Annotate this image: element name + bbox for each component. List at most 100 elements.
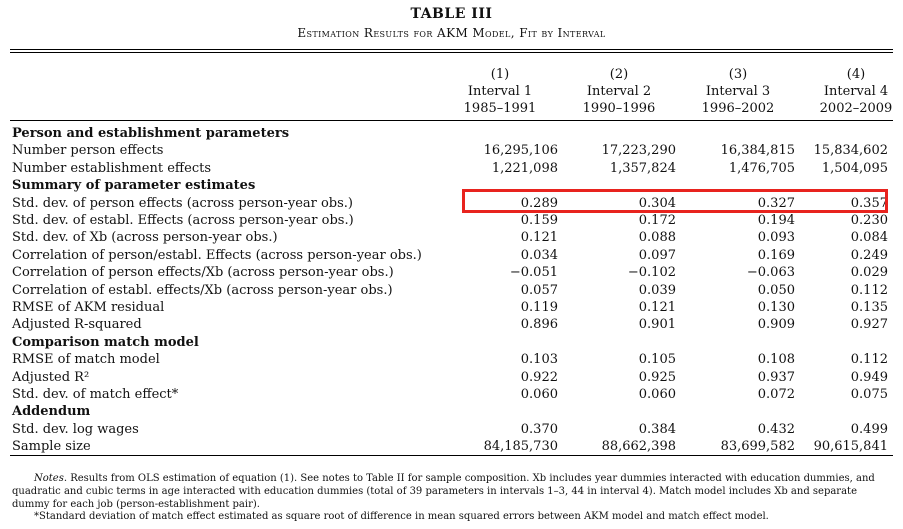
cell-interval-4: 0.075 xyxy=(850,387,888,402)
table-row: Adjusted R-squared 0.896 0.901 0.909 0.927 xyxy=(12,316,890,333)
table-notes: Notes. Results from OLS estimation of eq… xyxy=(12,472,892,511)
column-number: (4) xyxy=(846,67,866,82)
cell-interval-4: 90,615,841 xyxy=(813,439,888,455)
column-name: Interval 4 xyxy=(823,84,889,99)
cell-interval-4: 0.249 xyxy=(850,247,888,263)
row-label: Adjusted R² xyxy=(12,369,90,385)
column-header-1: (1) Interval 1 1985–1991 xyxy=(450,66,550,117)
cell-interval-2: 0.060 xyxy=(638,387,676,402)
column-number: (1) xyxy=(490,67,510,82)
cell-interval-2: 0.105 xyxy=(638,352,676,368)
cell-interval-1: 0.289 xyxy=(520,195,558,211)
cell-interval-3: 0.072 xyxy=(757,387,795,402)
cell-interval-2: 1,357,824 xyxy=(609,160,676,176)
column-header-4: (4) Interval 4 2002–2009 xyxy=(806,66,903,117)
row-label: Std. dev. of person effects (across pers… xyxy=(12,195,354,211)
cell-interval-1: −0.051 xyxy=(509,265,558,281)
cell-interval-3: 0.432 xyxy=(757,421,795,437)
cell-interval-1: 0.896 xyxy=(520,317,558,333)
column-header-2: (2) Interval 2 1990–1996 xyxy=(569,66,669,117)
table-row: Number person effects 16,295,106 17,223,29… xyxy=(12,142,890,159)
table-caption: Estimation Results for AKM Model, Fit by… xyxy=(297,26,606,40)
table-row: RMSE of AKM residual 0.119 0.121 0.130 0.135 xyxy=(12,299,890,316)
cell-interval-1: 0.060 xyxy=(520,387,558,402)
column-name: Interval 3 xyxy=(705,84,771,99)
table-row: Std. dev. of match effect* 0.060 0.060 0.07… xyxy=(12,386,890,403)
cell-interval-3: 0.937 xyxy=(757,369,795,385)
cell-interval-2: 17,223,290 xyxy=(601,143,676,159)
cell-interval-2: 0.097 xyxy=(638,247,676,263)
column-years: 1990–1996 xyxy=(582,101,656,116)
table-row: Std. dev. log wages 0.370 0.384 0.432 0.499 xyxy=(12,421,890,438)
cell-interval-2: 0.925 xyxy=(638,369,676,385)
cell-interval-2: 0.304 xyxy=(638,195,676,211)
cell-interval-3: 1,476,705 xyxy=(728,160,795,176)
section-heading: Person and establishment parameters xyxy=(12,126,290,141)
top-rule-double xyxy=(10,52,893,53)
top-rule xyxy=(10,49,893,50)
notes-text: Results from OLS estimation of equation … xyxy=(12,473,875,510)
cell-interval-4: 0.357 xyxy=(850,195,888,211)
row-label: Adjusted R-squared xyxy=(12,317,142,333)
row-label: RMSE of match model xyxy=(12,352,160,368)
cell-interval-2: 88,662,398 xyxy=(601,439,676,455)
table-row: Adjusted R² 0.922 0.925 0.937 0.949 xyxy=(12,369,890,386)
cell-interval-1: 0.057 xyxy=(520,282,558,298)
cell-interval-4: 1,504,095 xyxy=(821,160,888,176)
section-heading-row: Summary of parameter estimates xyxy=(12,177,890,194)
row-label: Number person effects xyxy=(12,143,164,159)
cell-interval-3: 83,699,582 xyxy=(720,439,795,455)
cell-interval-1: 1,221,098 xyxy=(491,160,558,176)
column-number: (2) xyxy=(609,67,629,82)
cell-interval-2: −0.102 xyxy=(627,265,676,281)
cell-interval-3: 0.194 xyxy=(757,213,795,228)
table-footnote: *Standard deviation of match effect esti… xyxy=(34,511,769,522)
table-row: Number establishment effects 1,221,098 1,3… xyxy=(12,160,890,177)
cell-interval-2: 0.088 xyxy=(638,230,676,246)
table-row: Std. dev. of person effects (across pers… xyxy=(12,195,890,212)
cell-interval-4: 0.135 xyxy=(850,300,888,315)
cell-interval-2: 0.121 xyxy=(638,300,676,315)
cell-interval-1: 0.034 xyxy=(520,247,558,263)
table-row: Std. dev. of Xb (across person-year obs.… xyxy=(12,229,890,246)
table-row: Correlation of person/establ. Effects (a… xyxy=(12,247,890,264)
table-row: Std. dev. of establ. Effects (across per… xyxy=(12,212,890,229)
notes-label: Notes. xyxy=(34,473,68,484)
cell-interval-1: 0.159 xyxy=(520,213,558,228)
cell-interval-2: 0.901 xyxy=(638,317,676,333)
cell-interval-1: 16,295,106 xyxy=(483,143,558,159)
cell-interval-4: 15,834,602 xyxy=(813,143,888,159)
row-label: Std. dev. of establ. Effects (across per… xyxy=(12,213,354,228)
cell-interval-1: 0.370 xyxy=(520,421,558,437)
cell-interval-2: 0.384 xyxy=(638,421,676,437)
row-label: Sample size xyxy=(12,439,91,455)
cell-interval-4: 0.230 xyxy=(850,213,888,228)
cell-interval-1: 0.922 xyxy=(520,369,558,385)
cell-interval-3: 0.909 xyxy=(757,317,795,333)
cell-interval-4: 0.927 xyxy=(850,317,888,333)
row-label: Correlation of establ. effects/Xb (acros… xyxy=(12,282,393,298)
cell-interval-1: 0.119 xyxy=(520,300,558,315)
cell-interval-3: 0.327 xyxy=(757,195,795,211)
row-label: Std. dev. of Xb (across person-year obs.… xyxy=(12,230,278,246)
row-label: RMSE of AKM residual xyxy=(12,300,165,315)
section-heading-row: Comparison match model xyxy=(12,334,890,351)
cell-interval-4: 0.084 xyxy=(850,230,888,246)
cell-interval-3: 0.169 xyxy=(757,247,795,263)
table-row: RMSE of match model 0.103 0.105 0.108 0.112 xyxy=(12,351,890,368)
bottom-rule xyxy=(10,455,893,456)
section-heading-row: Addendum xyxy=(12,403,890,420)
column-years: 1996–2002 xyxy=(701,101,775,116)
table-row: Correlation of person effects/Xb (across… xyxy=(12,264,890,281)
column-years: 2002–2009 xyxy=(819,101,893,116)
cell-interval-4: 0.112 xyxy=(850,352,888,368)
cell-interval-1: 0.121 xyxy=(520,230,558,246)
cell-interval-3: 0.093 xyxy=(757,230,795,246)
highlight-box xyxy=(462,189,888,213)
cell-interval-1: 0.103 xyxy=(520,352,558,368)
cell-interval-2: 0.039 xyxy=(638,282,676,298)
cell-interval-4: 0.949 xyxy=(850,369,888,385)
cell-interval-3: −0.063 xyxy=(746,265,795,281)
cell-interval-3: 0.108 xyxy=(757,352,795,368)
